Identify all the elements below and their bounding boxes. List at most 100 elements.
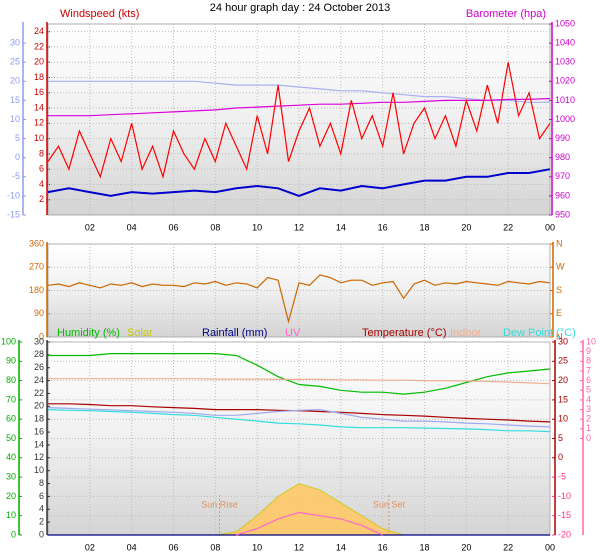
y2-tick-label: 24: [34, 375, 44, 385]
y2-tick-label: 1010: [555, 95, 575, 105]
y3-tick-label: -20: [558, 529, 571, 539]
y2-tick-label: 8: [39, 478, 44, 488]
x-tick-label: 04: [127, 222, 137, 232]
y3-tick-label: -10: [558, 491, 571, 501]
y3-tick-label: 0: [558, 452, 563, 462]
y2-tick-label: 960: [555, 190, 570, 200]
y2-tick-label: 30: [34, 336, 44, 346]
y4-tick-label: 6: [586, 375, 591, 385]
y-tick-label: 20: [34, 57, 44, 67]
y2-tick-label: 22: [34, 388, 44, 398]
x-tick-label: 00: [545, 542, 555, 552]
y-tick-label: 50: [6, 433, 16, 443]
x-tick-label: 16: [378, 542, 388, 552]
legend-entry: Temperature (°C): [362, 327, 446, 339]
annotation: Sun Set: [373, 499, 406, 509]
y2-tick-label: 6: [39, 491, 44, 501]
y-tick-label: 90: [34, 308, 44, 318]
y2-tick-label: 1020: [555, 76, 575, 86]
line: [47, 62, 551, 179]
y2-tick-label: W: [556, 262, 565, 272]
y2-tick-label: 970: [555, 171, 570, 181]
y3-tick-label: 15: [10, 95, 20, 105]
y4-tick-label: 8: [586, 356, 591, 366]
y-tick-label: 2: [39, 194, 44, 204]
y2-tick-label: 1040: [555, 37, 575, 47]
y3-tick-label: -10: [7, 190, 20, 200]
legend-entry: Rainfall (mm): [202, 327, 267, 339]
y2-tick-label: S: [556, 285, 562, 295]
line: [48, 353, 551, 395]
y-tick-label: 18: [34, 72, 44, 82]
x-tick-label: 16: [378, 222, 388, 232]
line: [47, 168, 551, 197]
y-tick-label: 270: [29, 262, 44, 272]
y-tick-label: 100: [1, 336, 16, 346]
x-tick-label: 04: [127, 542, 137, 552]
x-tick-label: 20: [461, 222, 471, 232]
y-tick-label: 90: [6, 356, 16, 366]
line: [47, 274, 551, 324]
y-tick-label: 10: [6, 510, 16, 520]
x-tick-label: 06: [168, 542, 178, 552]
y3-tick-label: -15: [558, 510, 571, 520]
y-tick-label: 70: [6, 394, 16, 404]
x-tick-label: 10: [252, 542, 262, 552]
y3-tick-label: 10: [558, 414, 568, 424]
legend-entry: Indoor: [450, 327, 482, 339]
chart-title: 24 hour graph day : 24 October 2013: [210, 2, 390, 14]
y2-tick-label: 980: [555, 152, 570, 162]
x-tick-label: 08: [210, 542, 220, 552]
y4-tick-label: 9: [586, 346, 591, 356]
y-tick-label: 60: [6, 414, 16, 424]
y3-tick-label: 0: [15, 152, 20, 162]
x-tick-label: 18: [419, 542, 429, 552]
y-tick-label: 22: [34, 41, 44, 51]
annotation: Sun Rise: [201, 499, 238, 509]
y-tick-label: 12: [34, 118, 44, 128]
y-tick-label: 0: [39, 331, 44, 341]
y-tick-label: 40: [6, 452, 16, 462]
y3-tick-label: 20: [10, 76, 20, 86]
y3-tick-label: -15: [7, 209, 20, 219]
y2-tick-label: 20: [34, 401, 44, 411]
y-tick-label: 180: [29, 285, 44, 295]
line: [47, 407, 551, 428]
y-tick-label: 24: [34, 26, 44, 36]
y-tick-label: 30: [6, 471, 16, 481]
y3-tick-label: 5: [558, 433, 563, 443]
y4-tick-label: 3: [586, 404, 591, 414]
line: [48, 80, 550, 103]
y-tick-label: 80: [6, 375, 16, 385]
y3-tick-label: 20: [558, 375, 568, 385]
y2-tick-label: 2: [39, 517, 44, 527]
y-tick-label: 10: [34, 133, 44, 143]
legend-entry: UV: [285, 327, 301, 339]
x-tick-label: 14: [336, 222, 346, 232]
y-axis-label: Windspeed (kts): [60, 8, 139, 20]
y2-tick-label: 950: [555, 209, 570, 219]
y2-axis-label: Barometer (hpa): [466, 8, 546, 20]
area: [215, 483, 404, 536]
legend-entry: Solar: [127, 327, 153, 339]
y3-tick-label: -5: [558, 471, 566, 481]
y4-tick-label: 0: [586, 433, 591, 443]
y4-tick-label: 5: [586, 385, 591, 395]
y3-tick-label: -5: [12, 171, 20, 181]
x-tick-label: 02: [85, 222, 95, 232]
x-tick-label: 22: [503, 222, 513, 232]
x-tick-label: 02: [85, 542, 95, 552]
y-tick-label: 6: [39, 164, 44, 174]
y2-tick-label: 0: [39, 529, 44, 539]
x-tick-label: 00: [545, 222, 555, 232]
y3-tick-label: 5: [15, 133, 20, 143]
y2-tick-label: 10: [34, 465, 44, 475]
y4-tick-label: 1: [586, 423, 591, 433]
legend-entry: Humidity (%): [57, 327, 120, 339]
y2-tick-label: N: [556, 238, 563, 248]
y4-tick-label: 7: [586, 365, 591, 375]
x-tick-label: 12: [294, 222, 304, 232]
y-tick-label: 14: [34, 102, 44, 112]
